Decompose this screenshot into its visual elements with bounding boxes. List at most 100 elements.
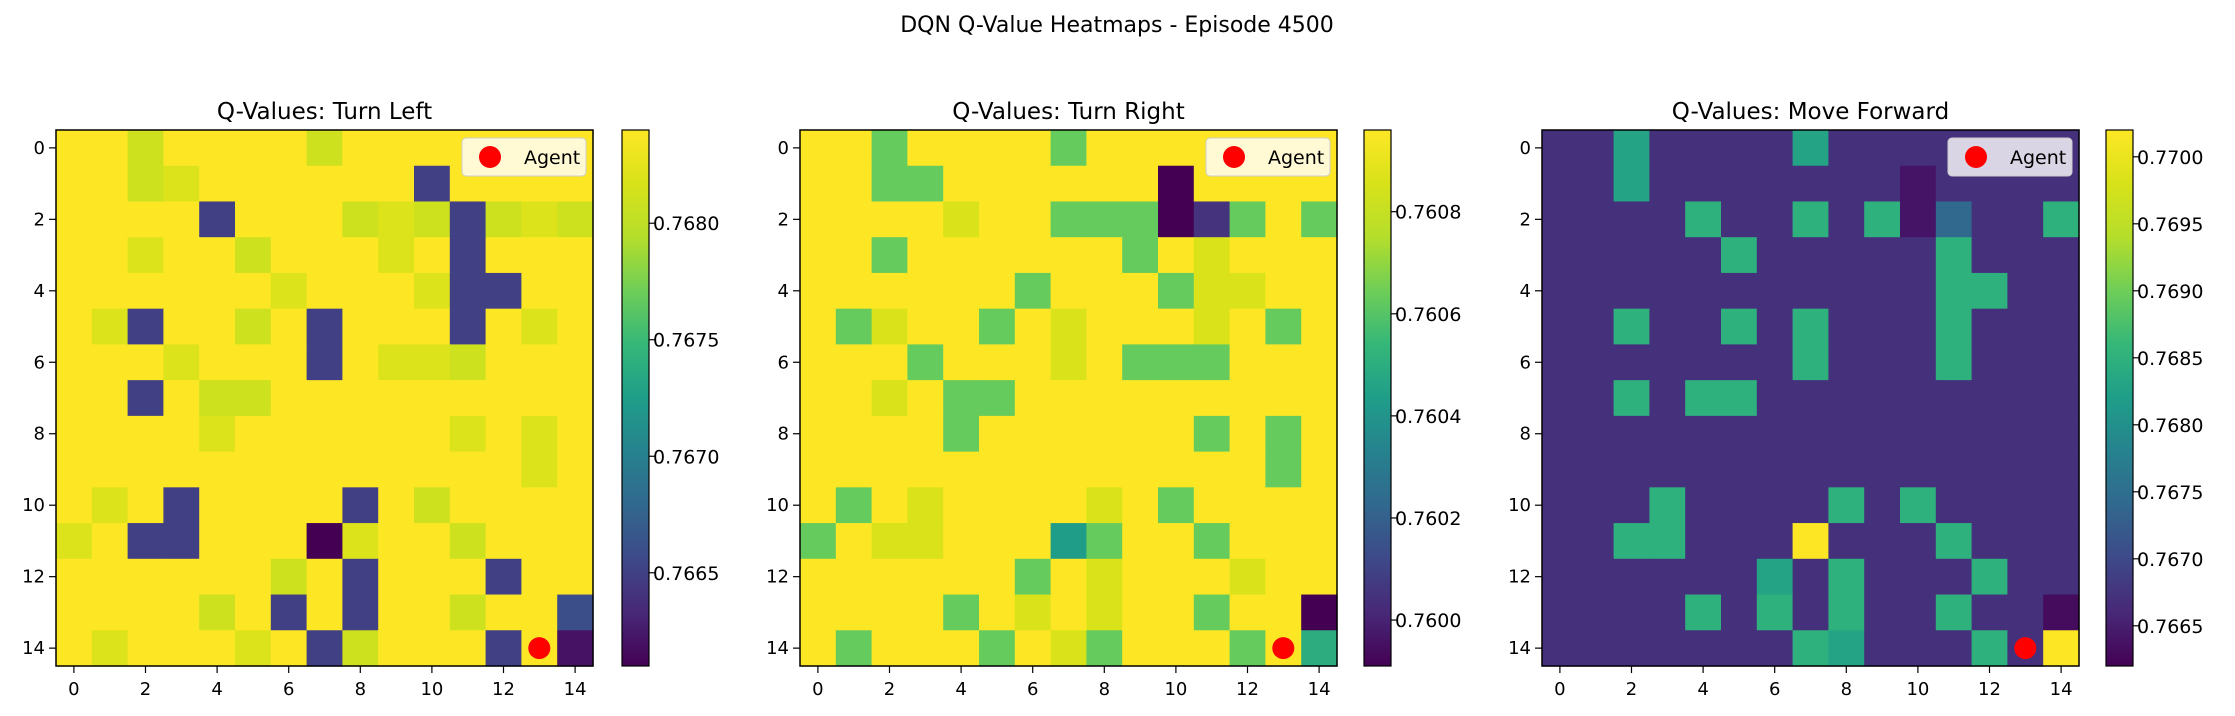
heatmap-cell — [485, 201, 522, 238]
heatmap-cell — [800, 201, 837, 238]
heatmap-cell — [521, 487, 558, 524]
heatmap-cell — [342, 308, 379, 345]
heatmap-cell — [1193, 308, 1231, 345]
heatmap-cell — [871, 630, 908, 667]
heatmap-cell — [485, 380, 522, 417]
heatmap-cell — [1935, 380, 1973, 417]
heatmap-cell — [1122, 165, 1159, 203]
agent-marker — [528, 637, 551, 660]
heatmap-cell — [835, 415, 873, 453]
heatmap-cell — [1229, 415, 1266, 453]
heatmap-cell — [306, 130, 343, 167]
heatmap-cell — [1792, 380, 1829, 417]
heatmap-cell — [127, 415, 164, 453]
heatmap-cell — [943, 201, 980, 238]
heatmap-cell — [414, 630, 451, 667]
heatmap-cell — [306, 415, 343, 453]
heatmap-cell — [1685, 487, 1722, 524]
heatmap-cell — [1864, 237, 1901, 274]
heatmap-cell — [800, 487, 837, 524]
x-tick-label: 6 — [283, 679, 294, 700]
heatmap-cell — [1122, 558, 1159, 596]
x-tick-label: 2 — [1626, 679, 1637, 700]
heatmap-cell — [270, 594, 308, 631]
heatmap-cell — [378, 487, 415, 524]
heatmap-cell — [414, 558, 451, 596]
heatmap-cell — [91, 487, 129, 524]
heatmap-cell — [127, 344, 164, 381]
heatmap-cell — [1014, 451, 1052, 488]
heatmap-cell — [1577, 487, 1615, 524]
heatmap-cell — [235, 344, 272, 381]
y-tick-label: 10 — [766, 495, 789, 516]
heatmap-cell — [199, 415, 236, 453]
heatmap-cell — [414, 415, 451, 453]
heatmap-cell — [1864, 201, 1901, 238]
heatmap-cell — [557, 344, 594, 381]
heatmap-cell — [270, 344, 308, 381]
heatmap-cell — [1086, 558, 1123, 596]
heatmap-cell — [1014, 415, 1052, 453]
heatmap-cell — [1900, 308, 1937, 345]
heatmap-cell — [557, 487, 594, 524]
heatmap-cell — [91, 344, 129, 381]
heatmap-cell — [1158, 415, 1195, 453]
heatmap-cell — [414, 308, 451, 345]
heatmap-cell — [800, 415, 837, 453]
colorbar-tick-label: 0.7665 — [2137, 616, 2203, 638]
heatmap-cell — [1828, 487, 1865, 524]
heatmap-cell — [1721, 344, 1758, 381]
heatmap-cell — [1649, 630, 1686, 667]
heatmap-cell — [1721, 594, 1758, 631]
heatmap-cell — [270, 380, 308, 417]
heatmap-cell — [1265, 380, 1302, 417]
heatmap-cell — [1685, 165, 1722, 203]
heatmap-cell — [835, 272, 873, 310]
heatmap-cell — [127, 165, 164, 203]
heatmap-cell — [1158, 487, 1195, 524]
heatmap-cell — [342, 594, 379, 631]
y-tick-label: 8 — [778, 424, 789, 445]
heatmap-cell — [342, 201, 379, 238]
heatmap-cell — [1864, 344, 1901, 381]
heatmap-cell — [2043, 344, 2080, 381]
heatmap-cell — [557, 308, 594, 345]
heatmap-cell — [1014, 380, 1052, 417]
heatmap-cell — [1577, 344, 1615, 381]
heatmap-cell — [378, 594, 415, 631]
legend-label: Agent — [2010, 147, 2066, 169]
legend-agent-marker — [1223, 146, 1245, 168]
heatmap-cell — [127, 272, 164, 310]
x-tick-label: 8 — [355, 679, 366, 700]
heatmap-cell — [1971, 594, 2008, 631]
heatmap-cell — [979, 523, 1016, 560]
heatmap-cell — [1086, 630, 1123, 667]
x-tick-label: 4 — [955, 679, 966, 700]
heatmap-cell — [235, 487, 272, 524]
heatmap-cell — [1014, 308, 1052, 345]
heatmap-cell — [871, 451, 908, 488]
heatmap-cell — [1014, 237, 1052, 274]
heatmap-cell — [835, 558, 873, 596]
heatmap-cell — [1828, 415, 1865, 453]
heatmap-cell — [1971, 344, 2008, 381]
heatmap-cell — [91, 380, 129, 417]
heatmap-cell — [1828, 380, 1865, 417]
heatmap-cell — [127, 201, 164, 238]
heatmap-cell — [1649, 201, 1686, 238]
heatmap-cell — [2043, 308, 2080, 345]
heatmap-cell — [1193, 272, 1231, 310]
y-tick-label: 2 — [1520, 209, 1531, 230]
heatmap-cell — [1086, 451, 1123, 488]
heatmap-cell — [414, 237, 451, 274]
heatmap-cell — [1721, 165, 1758, 203]
heatmap-cell — [270, 415, 308, 453]
heatmap-cell — [2007, 523, 2044, 560]
heatmap-cell — [449, 451, 487, 488]
heatmap-cell — [485, 272, 522, 310]
heatmap-cell — [1158, 344, 1195, 381]
heatmap-cell — [1756, 558, 1794, 596]
heatmap-cell — [1971, 308, 2008, 345]
heatmap-cell — [56, 237, 93, 274]
heatmap-cell — [557, 594, 594, 631]
